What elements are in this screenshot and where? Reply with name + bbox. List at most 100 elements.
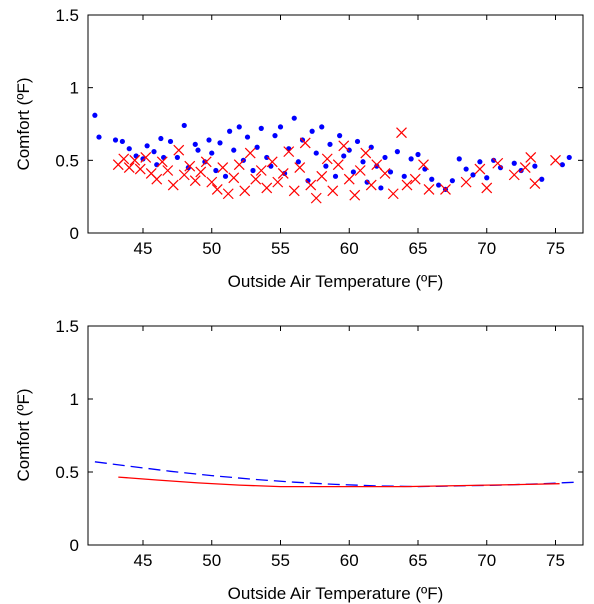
scatter-point-dot (295, 159, 301, 165)
scatter-point-dot (112, 137, 119, 143)
y-tick-label: 0 (70, 536, 79, 555)
scatter-point-dot (354, 138, 361, 145)
y-tick-label: 0.5 (55, 151, 79, 170)
scatter-point-x (255, 165, 267, 176)
scatter-point-dot (394, 149, 400, 155)
scatter-point-x (129, 154, 141, 166)
scatter-point-dot (346, 147, 352, 153)
scatter-point-dot (477, 159, 483, 165)
scatter-point-dot (566, 154, 572, 161)
scatter-point-x (409, 173, 421, 185)
scatter-point-dot (456, 156, 462, 162)
scatter-point-dot (227, 128, 233, 134)
scatter-point-dot (484, 175, 490, 181)
scatter-point-x (244, 147, 256, 159)
scatter-point-dot (408, 156, 414, 162)
scatter-point-dot (144, 143, 150, 149)
scatter-point-x (338, 140, 350, 152)
scatter-point-x (162, 165, 174, 176)
scatter-point-dot (401, 173, 407, 179)
scatter-point-dot (337, 133, 343, 139)
scatter-point-x (283, 146, 295, 158)
scatter-point-dot (350, 169, 356, 175)
scatter-point-dot (195, 147, 201, 153)
scatter-point-x (365, 179, 377, 191)
scatter-point-dot (341, 153, 347, 159)
scatter-point-dot (258, 125, 264, 131)
scatter-point-dot (222, 173, 229, 179)
x-tick-label: 70 (477, 239, 496, 258)
scatter-point-dot (378, 185, 384, 191)
scatter-point-dot (126, 146, 132, 152)
scatter-point-x (250, 173, 262, 185)
scatter-point-x (349, 189, 361, 201)
scatter-point-x (299, 137, 311, 149)
scatter-point-x (316, 170, 328, 182)
scatter-point-x (228, 172, 240, 184)
x-axis-label: Outside Air Temperature (ºF) (228, 584, 444, 603)
scatter-point-x (167, 179, 179, 191)
plot-area-frame (87, 325, 584, 546)
x-tick-label: 50 (202, 239, 221, 258)
scatter-point-x (261, 182, 273, 194)
scatter-point-dot (387, 169, 394, 175)
scatter-point-x (481, 182, 493, 194)
scatter-point-x (123, 162, 135, 174)
scatter-point-dot (96, 134, 102, 140)
scatter-point-dot (209, 150, 215, 156)
scatter-point-dot (291, 115, 297, 121)
scatter-point-x (474, 163, 486, 175)
scatter-point-x (310, 192, 322, 204)
scatter-point-dot (497, 165, 504, 171)
scatter-point-dot (539, 176, 545, 182)
scatter-point-dot (236, 124, 242, 130)
scatter-point-x (379, 167, 391, 179)
x-tick-label: 70 (477, 551, 496, 570)
scatter-point-dot (374, 163, 380, 169)
scatter-point-x (418, 159, 429, 171)
y-tick-label: 0.5 (55, 463, 79, 482)
y-tick-label: 0 (70, 224, 79, 243)
scatter-point-x (550, 154, 561, 166)
scatter-point-dot (360, 159, 366, 165)
x-tick-label: 45 (134, 551, 153, 570)
scatter-point-dot (206, 137, 212, 143)
scatter-point-dot (277, 124, 284, 130)
scatter-point-x (288, 185, 300, 197)
scatter-point-dot (305, 178, 311, 184)
scatter-point-x (401, 179, 413, 191)
x-tick-label: 65 (409, 239, 428, 258)
scatter-point-x (211, 183, 223, 195)
scatter-point-x (327, 185, 339, 197)
scatter-point-x (525, 152, 537, 163)
scatter-point-dot (313, 150, 319, 156)
scatter-point-x (189, 175, 201, 187)
x-tick-label: 65 (409, 551, 428, 570)
scatter-point-dot (323, 163, 329, 169)
scatter-point-dot (491, 157, 497, 163)
y-tick-label: 1 (70, 79, 79, 98)
y-axis-label: Comfort (ºF) (14, 77, 33, 170)
scatter-point-dot (167, 138, 174, 145)
x-tick-label: 75 (546, 551, 565, 570)
scatter-point-x (184, 160, 196, 172)
scatter-point-dot (470, 172, 476, 178)
scatter-point-x (222, 188, 234, 200)
scatter-point-dot (332, 173, 339, 179)
scatter-point-x (277, 167, 289, 179)
scatter-point-x (195, 166, 207, 178)
scatter-point-x (206, 176, 218, 188)
scatter-point-dot (309, 128, 315, 134)
scatter-point-dot (511, 160, 517, 166)
scatter-point-x (519, 162, 531, 174)
scatter-point-x (360, 147, 372, 159)
scatter-point-x (140, 152, 152, 163)
scatter-point-x (387, 188, 399, 200)
scatter-point-x (440, 183, 451, 195)
scatter-point-dot (415, 151, 421, 158)
scatter-point-dot (92, 112, 98, 118)
x-tick-label: 60 (340, 551, 359, 570)
scatter-point-dot (192, 141, 198, 147)
scatter-point-dot (436, 182, 442, 188)
scatter-point-dot (250, 167, 256, 174)
